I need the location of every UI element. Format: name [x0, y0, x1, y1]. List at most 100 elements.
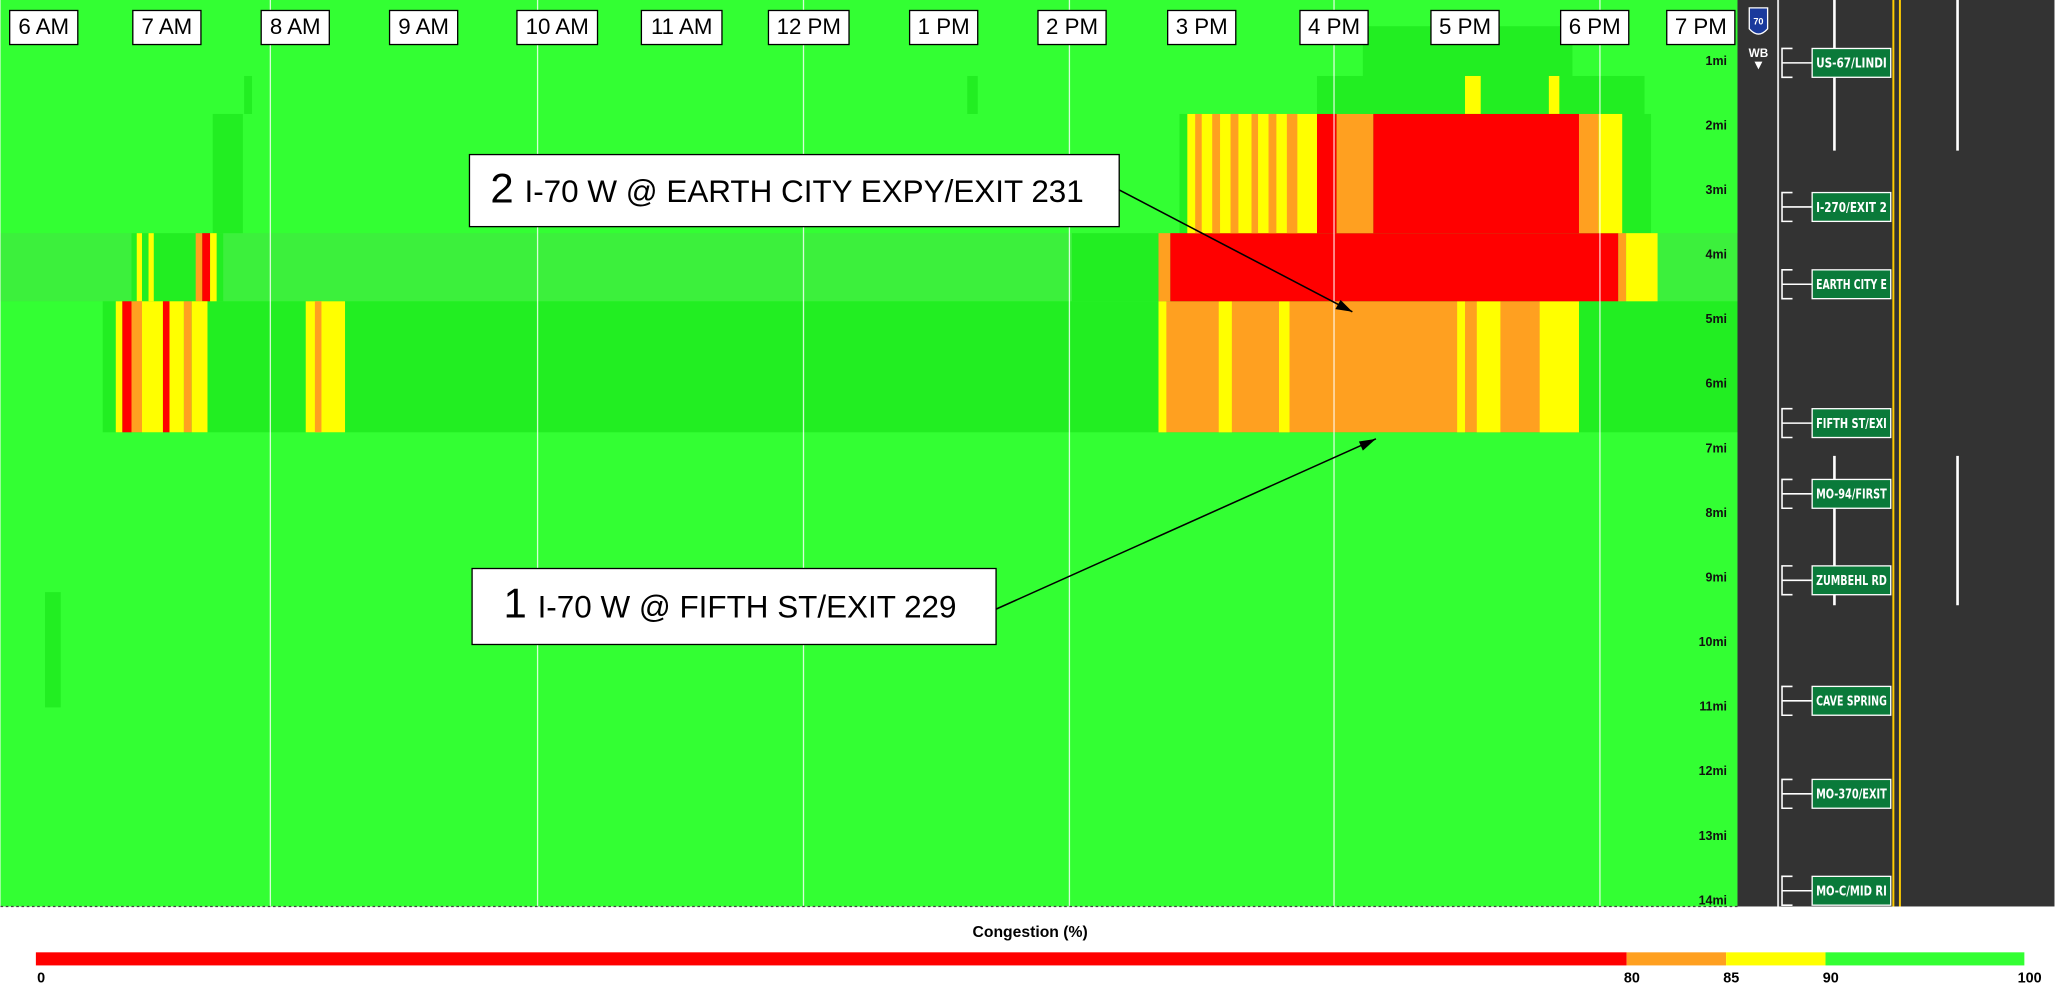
- time-label-box: [132, 9, 202, 46]
- exit-label: MO-C/MID RI: [1816, 885, 1887, 900]
- cell: [1476, 301, 1501, 433]
- exit-label: EARTH CITY E: [1816, 278, 1887, 293]
- exit-sign: [1811, 685, 1892, 716]
- callout-number: 2: [490, 164, 513, 211]
- exit-label: I-270/EXIT 2: [1816, 201, 1887, 216]
- cell: [1626, 233, 1658, 302]
- cell: [1618, 233, 1627, 302]
- mile-labels: 1mi 2mi 3mi 4mi 5mi 6mi 7mi 8mi 9mi 10mi 11mi 12mi 1…: [1699, 54, 1727, 908]
- legend-tick-label: 90: [1823, 970, 1839, 986]
- time-label-box: [640, 9, 723, 46]
- cell: [1336, 113, 1374, 234]
- time-label-box: [388, 9, 459, 46]
- mile-label: 1mi: [1706, 54, 1727, 68]
- exit-bracket: [1781, 875, 1813, 906]
- shield: [1748, 7, 1769, 35]
- shield-number: 70: [1753, 17, 1763, 27]
- exit-sign: [1811, 565, 1892, 596]
- time-label: 7 PM: [1675, 14, 1727, 39]
- exit-sign: [1811, 191, 1892, 223]
- callout-number: 1: [504, 580, 527, 627]
- cell: [1279, 301, 1290, 433]
- legend-band: [35, 952, 1627, 966]
- legend-band: [1626, 952, 1727, 966]
- mile-label: 2mi: [1706, 118, 1727, 132]
- exit-sign: [1811, 875, 1892, 906]
- exit-bracket: [1781, 685, 1813, 717]
- direction: WB: [1749, 47, 1769, 60]
- mile-label: 3mi: [1706, 183, 1727, 197]
- mile-label: 11mi: [1699, 700, 1727, 714]
- time-label-box: [260, 9, 330, 46]
- cell: [1230, 113, 1239, 234]
- exit-label: US-67/LINDI: [1816, 57, 1887, 72]
- legend-title: Congestion (%): [973, 924, 1088, 941]
- cell: [136, 233, 142, 302]
- cell: [1578, 113, 1599, 234]
- cell: [162, 301, 170, 433]
- exit-sign: [1811, 47, 1892, 78]
- legend-band: [1726, 952, 1826, 966]
- cell: [1268, 113, 1277, 234]
- time-label-box: [1430, 9, 1500, 46]
- time-labels: 6 AM 7 AM 8 AM 9 AM 10 AM 11 AM 12 PM 1 PM 2 PM 3…: [9, 9, 1736, 46]
- time-label-box: [1666, 9, 1736, 46]
- arrow: [995, 438, 1377, 610]
- exit-bracket: [1781, 47, 1813, 79]
- heatmap: [0, 0, 1738, 908]
- cell: [1548, 75, 1560, 114]
- time-label-box: [1559, 9, 1630, 46]
- cell: [1158, 301, 1167, 433]
- time-label-box: [9, 9, 79, 46]
- cell: [122, 301, 132, 433]
- time-label: 3 PM: [1176, 14, 1228, 39]
- cell: [1218, 301, 1232, 433]
- mile-label: 6mi: [1706, 377, 1727, 391]
- time-label: 12 PM: [777, 14, 841, 39]
- time-label-box: [1299, 9, 1369, 46]
- cell: [195, 233, 203, 302]
- exit-label: FIFTH ST/EXI: [1816, 417, 1887, 432]
- cell: [212, 113, 243, 234]
- callout-2: 2 I-70 W @ EARTH CITY EXPY/EXIT 231: [468, 153, 1353, 313]
- exit-bracket: [1781, 778, 1813, 810]
- legend-tick-label: 80: [1624, 970, 1640, 986]
- cell: [202, 233, 211, 302]
- cell: [314, 301, 322, 433]
- callout-1: 1 I-70 W @ FIFTH ST/EXIT 229: [471, 438, 1377, 646]
- time-label: 4 PM: [1308, 14, 1360, 39]
- exit-label: CAVE SPRING: [1816, 695, 1887, 710]
- mile-label: 9mi: [1706, 570, 1727, 584]
- time-label: 10 AM: [526, 14, 589, 39]
- exit-bracket: [1781, 269, 1813, 300]
- cell: [1316, 113, 1337, 234]
- grid: [269, 0, 1601, 907]
- cell: [1072, 233, 1159, 302]
- arrow: [1118, 189, 1353, 313]
- cell: [210, 233, 217, 302]
- exit-label: MO-94/FIRST: [1816, 488, 1887, 503]
- legend-band: [1825, 952, 2025, 966]
- direction-arrow: [1754, 61, 1763, 70]
- cell: [1286, 113, 1298, 234]
- callout-text: I-70 W @ FIFTH ST/EXIT 229: [538, 589, 957, 624]
- cell: [45, 592, 61, 708]
- mile-label: 10mi: [1699, 635, 1727, 649]
- legend-tick-label: 100: [2018, 970, 2042, 986]
- cell: [1195, 113, 1202, 234]
- time-label-box: [908, 9, 979, 46]
- cell: [967, 75, 978, 114]
- mile-label: 8mi: [1706, 506, 1727, 520]
- cell: [148, 233, 154, 302]
- time-label: 7 AM: [142, 14, 193, 39]
- time-label-box: [1167, 9, 1237, 46]
- cell: [305, 301, 346, 433]
- exit-label: ZUMBEHL RD: [1816, 574, 1887, 589]
- callout-text: I-70 W @ EARTH CITY EXPY/EXIT 231: [524, 174, 1083, 209]
- arrowhead: [1358, 438, 1376, 451]
- arrowhead: [1335, 299, 1353, 312]
- time-label: 11 AM: [651, 14, 712, 39]
- mile-label: 4mi: [1706, 248, 1727, 262]
- cell: [169, 301, 184, 433]
- cell: [115, 301, 123, 433]
